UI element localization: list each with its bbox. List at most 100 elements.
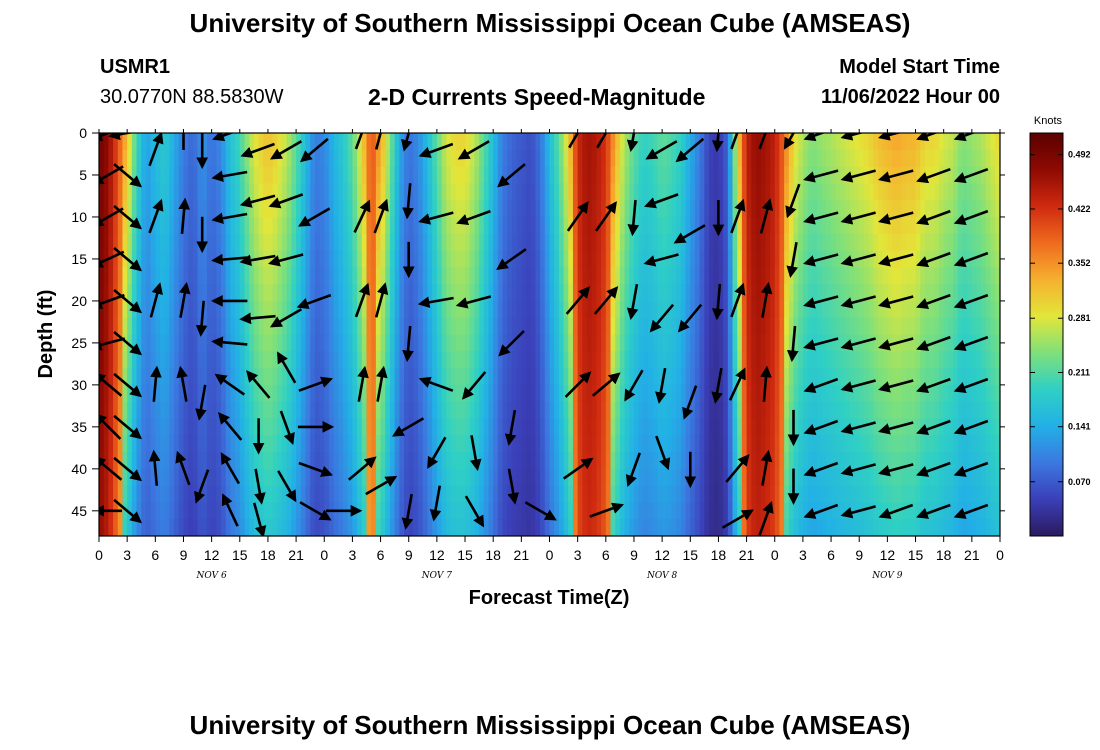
heatmap-cell [455,200,461,218]
heatmap-cell [516,468,522,487]
heatmap-cell [784,468,790,487]
heatmap-cell [282,216,288,235]
heatmap-cell [601,452,607,470]
heatmap-cell [225,200,231,218]
heatmap-cell [155,418,161,436]
heatmap-cell [976,183,982,201]
heatmap-cell [474,267,480,285]
heatmap-cell [915,519,921,536]
heatmap-cell [145,149,152,168]
heatmap-cell [206,133,213,151]
heatmap-cell [113,166,119,184]
heatmap-cell [371,384,377,403]
heatmap-cell [929,485,935,504]
heatmap-cell [582,519,588,536]
heatmap-cell [995,216,1000,235]
heatmap-cell [924,233,931,252]
heatmap-cell [347,149,353,168]
heatmap-cell [530,200,537,218]
heatmap-cell [385,149,391,168]
heatmap-cell [704,368,710,386]
heatmap-cell [155,233,161,252]
heatmap-cell [732,435,738,453]
heatmap-cell [558,300,565,319]
heatmap-cell [953,133,959,151]
heatmap-cell [455,334,461,352]
heatmap-cell [779,300,785,319]
heatmap-cell [572,284,579,302]
heatmap-cell [638,519,644,536]
heatmap-cell [253,183,260,201]
heatmap-cell [535,200,541,218]
current-vector-arrow [417,296,454,309]
heatmap-cell [901,166,907,184]
heatmap-cell [554,384,560,403]
current-vector-arrow [498,329,525,357]
heatmap-cell [910,300,917,319]
heatmap-cell [526,317,532,336]
heatmap-cell [540,368,546,386]
heatmap-cell [169,133,175,151]
heatmap-cell [305,351,311,369]
heatmap-cell [601,368,607,386]
heatmap-cell [779,166,785,184]
heatmap-cell [831,200,837,218]
heatmap-cell [319,216,325,235]
heatmap-cell [127,368,133,386]
heatmap-cell [929,200,935,218]
heatmap-cell [957,200,964,218]
heatmap-cell [174,200,180,218]
heatmap-cell [835,401,842,420]
current-vector-arrow [730,198,746,234]
heatmap-cell [704,267,710,285]
x-tick-label: 21 [288,547,304,563]
heatmap-cell [859,284,865,302]
heatmap-cell [479,300,485,319]
heatmap-cell [840,435,846,453]
heatmap-cell [169,452,175,470]
heatmap-cell [497,149,504,168]
heatmap-cell [652,368,659,386]
heatmap-cell [131,133,138,151]
heatmap-cell [155,166,161,184]
heatmap-cell [418,485,424,504]
heatmap-cell [723,284,729,302]
heatmap-cell [249,334,255,352]
heatmap-cell [854,401,860,420]
heatmap-cell [169,468,175,487]
heatmap-cell [122,401,128,420]
heatmap-cell [333,317,339,336]
heatmap-cell [286,300,292,319]
heatmap-cell [441,334,447,352]
heatmap-cell [310,452,316,470]
heatmap-cell [507,233,513,252]
heatmap-cell [854,300,860,319]
y-tick-label: 40 [71,461,87,477]
heatmap-cell [296,149,302,168]
heatmap-cell [877,284,884,302]
heatmap-cell [582,334,588,352]
heatmap-cell [141,317,147,336]
heatmap-cell [704,300,710,319]
heatmap-cell [924,267,931,285]
heatmap-cell [831,519,837,536]
heatmap-cell [108,284,114,302]
heatmap-cell [971,133,978,151]
heatmap-cell [540,384,546,403]
heatmap-cell [408,334,415,352]
heatmap-cell [572,334,579,352]
heatmap-cell [676,300,682,319]
heatmap-cell [108,149,114,168]
heatmap-cell [117,401,124,420]
heatmap-cell [291,418,297,436]
heatmap-cell [709,200,715,218]
heatmap-cell [258,284,264,302]
heatmap-cell [526,300,532,319]
heatmap-cell [962,351,968,369]
heatmap-cell [169,300,175,319]
heatmap-cell [469,149,476,168]
model-start-value: 11/06/2022 Hour 00 [820,86,1000,108]
heatmap-cell [615,149,621,168]
heatmap-cell [694,166,701,184]
heatmap-cell [652,233,659,252]
